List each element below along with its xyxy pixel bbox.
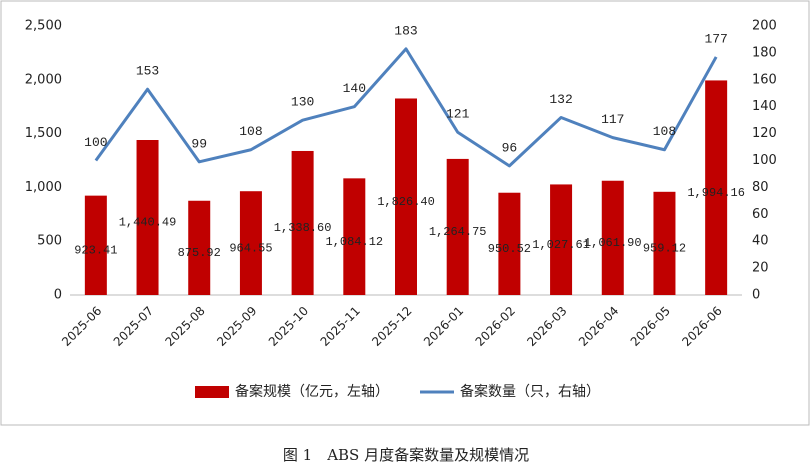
x-tick-label: 2026-02 [473, 304, 518, 349]
data-label: 875.92 [178, 246, 221, 260]
y2-tick-label: 60 [752, 207, 769, 222]
data-label: 950.52 [488, 242, 531, 256]
line [94, 47, 718, 168]
bar [498, 192, 521, 295]
y-tick-label: 1,500 [25, 126, 62, 141]
y2-tick-label: 120 [752, 126, 777, 141]
y2-tick-label: 140 [752, 99, 777, 114]
y2-tick-label: 40 [752, 234, 769, 249]
y2-tick-label: 20 [752, 261, 769, 276]
y2-tick-label: 100 [752, 153, 777, 168]
x-tick-label: 2026-01 [421, 304, 466, 349]
y-tick-label: 2,000 [25, 72, 62, 87]
bar [84, 195, 107, 295]
x-tick-label: 2025-11 [318, 304, 363, 349]
x-tick-label: 2025-09 [214, 304, 259, 349]
bar [291, 150, 314, 295]
data-label: 183 [394, 23, 417, 38]
data-label: 1,440.49 [119, 216, 177, 230]
y-tick-label: 500 [37, 234, 62, 249]
x-tick-label: 2025-06 [59, 304, 104, 349]
legend-label: 备案规模（亿元，左轴） [235, 383, 389, 400]
data-label: 177 [704, 31, 727, 46]
bar [601, 180, 624, 295]
y2-tick-label: 180 [752, 45, 777, 60]
x-tick-label: 2025-07 [111, 304, 156, 349]
x-tick-label: 2025-10 [266, 304, 311, 349]
x-tick-label: 2025-12 [369, 304, 414, 349]
bar [446, 158, 469, 295]
data-label: 153 [136, 64, 159, 79]
bar [705, 80, 728, 296]
y2-tick-label: 160 [752, 72, 777, 87]
x-tick-label: 2025-08 [162, 304, 207, 349]
data-label: 964.55 [229, 241, 272, 255]
bar [136, 140, 159, 295]
data-label: 1,084.12 [326, 235, 384, 249]
bar [188, 200, 211, 295]
bar [653, 191, 676, 295]
y2-tick-label: 80 [752, 180, 769, 195]
data-label: 1,994.16 [687, 186, 745, 200]
data-label: 1,061.90 [584, 236, 642, 250]
chart-border [0, 0, 810, 426]
x-tick-label: 2026-04 [576, 304, 621, 349]
data-label: 959.12 [643, 242, 686, 256]
data-label: 1,338.60 [274, 221, 332, 235]
legend-swatch [195, 386, 229, 398]
x-tick-label: 2026-05 [628, 304, 673, 349]
data-label: 130 [291, 95, 314, 110]
y-tick-label: 2,500 [25, 19, 62, 34]
x-tick-label: 2026-03 [524, 304, 569, 349]
data-label: 1,027.61 [532, 238, 590, 252]
bar [343, 178, 366, 295]
y2-tick-label: 0 [752, 288, 760, 303]
data-label: 121 [446, 107, 470, 122]
data-label: 108 [653, 124, 676, 139]
bar [239, 191, 262, 295]
y-tick-label: 1,000 [25, 180, 62, 195]
legend-label: 备案数量（只，右轴） [460, 383, 600, 400]
y2-tick-label: 200 [752, 19, 777, 34]
bar [550, 184, 573, 295]
data-label: 1,264.75 [429, 225, 487, 239]
data-label: 96 [502, 140, 518, 155]
data-label: 108 [239, 124, 262, 139]
x-tick-label: 2026-06 [679, 304, 724, 349]
caption: 图 1 ABS 月度备案数量及规模情况 [283, 446, 529, 464]
data-label: 100 [84, 135, 107, 150]
data-label: 923.41 [74, 243, 117, 257]
y-tick-label: 0 [54, 288, 62, 303]
data-label: 140 [343, 81, 366, 96]
bar [395, 98, 417, 295]
data-label: 99 [191, 136, 207, 151]
data-label: 117 [601, 112, 624, 127]
data-label: 1,826.40 [377, 195, 435, 209]
data-label: 132 [549, 92, 572, 107]
